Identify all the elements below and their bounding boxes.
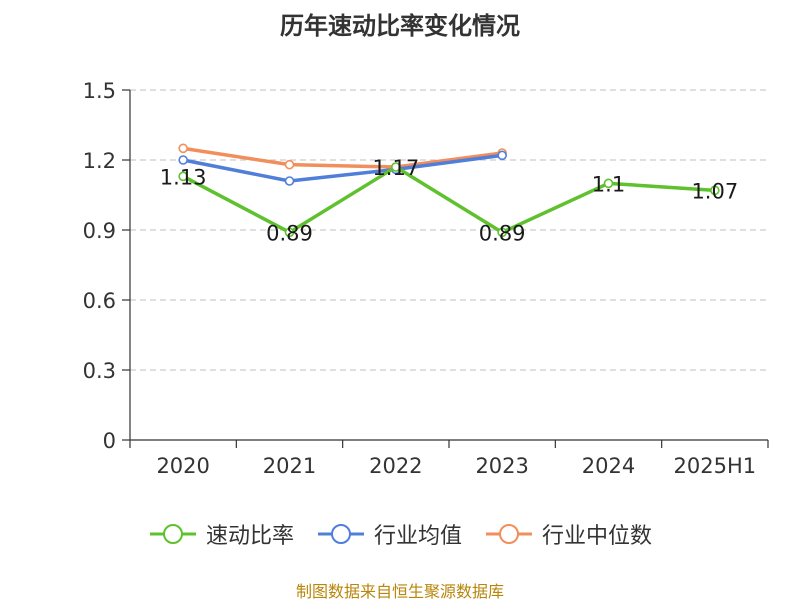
- y-tick-label: 1.2: [83, 149, 116, 173]
- source-note: 制图数据来自恒生聚源数据库: [295, 582, 504, 601]
- legend: 速动比率 行业均值 行业中位数: [0, 518, 800, 550]
- data-label: 1.17: [372, 156, 419, 180]
- y-tick-label: 1.5: [83, 79, 116, 103]
- data-point: [497, 150, 507, 161]
- data-point: [497, 227, 507, 238]
- data-point: [178, 143, 188, 154]
- legend-swatch: [486, 524, 532, 544]
- series-line-3: [182, 146, 503, 169]
- y-tick-label: 0: [103, 429, 116, 453]
- data-point: [284, 159, 295, 170]
- legend-item[interactable]: 速动比率: [148, 518, 294, 550]
- data-point: [284, 176, 295, 186]
- data-point: [178, 171, 188, 182]
- x-tick-label: 2022: [369, 454, 422, 478]
- grid-layer: [130, 89, 768, 371]
- y-tick-label: 0.9: [83, 219, 116, 243]
- data-label-layer: 1.13 0.89 1.17 0.89 1.1 1.07: [160, 156, 738, 245]
- data-label: 0.89: [479, 221, 526, 245]
- data-label: 0.89: [266, 221, 313, 245]
- data-point: [710, 185, 720, 196]
- data-point: [284, 227, 295, 238]
- data-point: [391, 162, 401, 172]
- data-label: 1.07: [691, 179, 738, 203]
- legend-item[interactable]: 行业中位数: [484, 518, 652, 550]
- data-label: 1.13: [160, 165, 207, 189]
- data-point: [603, 178, 614, 189]
- series-line-1: [182, 165, 715, 235]
- legend-swatch: [317, 524, 364, 544]
- x-tick-label: 2023: [475, 454, 528, 478]
- x-tick-label: 2020: [156, 454, 209, 478]
- legend-swatch: [149, 524, 196, 544]
- x-tick-label: 2021: [263, 454, 316, 478]
- legend-label: 速动比率: [205, 524, 294, 549]
- y-tick-label: 0.3: [83, 359, 116, 383]
- data-label: 1.1: [592, 172, 625, 196]
- chart-title: 历年速动比率变化情况: [280, 12, 520, 40]
- x-tick-label: 2024: [582, 454, 635, 478]
- legend-label: 行业中位数: [542, 524, 653, 549]
- data-point: [178, 155, 188, 165]
- y-tick-label: 0.6: [83, 289, 116, 313]
- legend-item[interactable]: 行业均值: [316, 518, 462, 550]
- x-tick-label: 2025H1: [674, 454, 757, 478]
- series-layer: [178, 143, 720, 238]
- legend-label: 行业均值: [373, 524, 462, 549]
- axis-layer: 0 0.3 0.6 0.9 1.2 1.5 2020 2021 2022 2023 2024 2025…: [83, 79, 769, 478]
- series-line-2: [182, 153, 503, 183]
